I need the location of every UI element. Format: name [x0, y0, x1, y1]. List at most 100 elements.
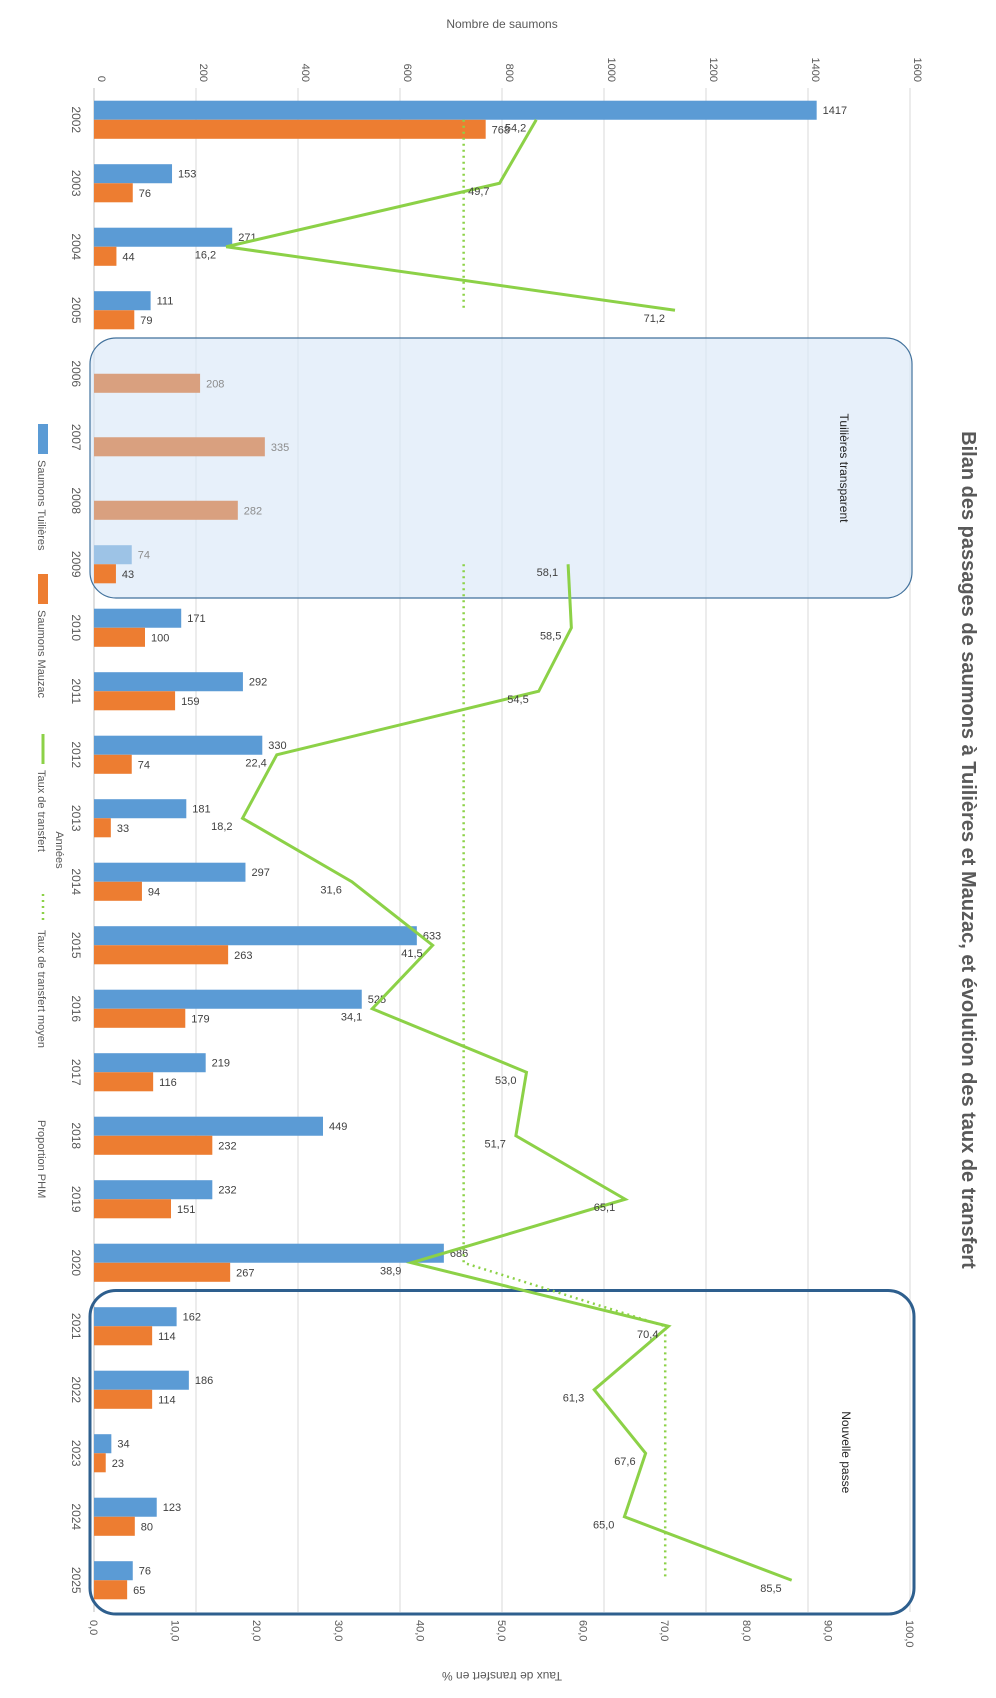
bar-tuilieres	[94, 863, 245, 882]
bar-tuilieres	[94, 799, 186, 818]
bar-mauzac	[94, 1263, 230, 1282]
category-label: 2024	[69, 1503, 83, 1530]
primary-tick-label: 1600	[911, 58, 923, 82]
bar-mauzac	[94, 564, 116, 583]
bar-tuilieres	[94, 1117, 323, 1136]
category-label: 2021	[69, 1313, 83, 1340]
data-label-mauzac: 282	[244, 505, 262, 517]
secondary-tick-label: 20,0	[250, 1620, 262, 1641]
category-label: 2004	[69, 233, 83, 260]
data-label-mauzac: 76	[139, 188, 151, 200]
primary-tick-label: 400	[299, 64, 311, 82]
bar-mauzac	[94, 120, 486, 139]
data-label-taux: 38,9	[380, 1266, 401, 1278]
category-label: 2017	[69, 1059, 83, 1086]
bar-mauzac	[94, 1199, 171, 1218]
category-label: 2011	[69, 678, 83, 704]
bar-mauzac	[94, 374, 200, 393]
category-label: 2005	[69, 297, 83, 324]
data-label-taux: 71,2	[644, 313, 665, 325]
data-label-taux: 58,1	[537, 567, 558, 579]
data-label-taux: 58,5	[540, 631, 561, 643]
data-label-mauzac: 79	[140, 315, 152, 327]
bar-tuilieres	[94, 736, 262, 755]
chart-title: Bilan des passages de saumons à Tuilière…	[957, 431, 979, 1269]
bar-tuilieres	[94, 609, 181, 628]
bar-mauzac	[94, 1390, 152, 1409]
data-label-taux: 65,0	[593, 1520, 614, 1532]
category-label: 2012	[69, 741, 83, 768]
secondary-tick-label: 10,0	[169, 1620, 181, 1641]
bar-tuilieres	[94, 291, 151, 310]
legend-swatch	[38, 574, 48, 604]
primary-tick-label: 600	[401, 64, 413, 82]
legend-label: Saumons Tuilières	[35, 460, 47, 551]
primary-tick-label: 200	[197, 64, 209, 82]
data-label-taux: 22,4	[245, 758, 266, 770]
bar-tuilieres	[94, 1053, 206, 1072]
data-label-mauzac: 159	[181, 696, 199, 708]
bar-mauzac	[94, 1136, 212, 1155]
category-label: 2010	[69, 614, 83, 641]
bar-tuilieres	[94, 672, 243, 691]
category-label: 2022	[69, 1376, 83, 1403]
legend-label: Proportion PHM	[35, 1120, 47, 1198]
bar-tuilieres	[94, 1180, 212, 1199]
legend-label: Saumons Mauzac	[35, 610, 47, 699]
data-label-taux: 67,6	[614, 1456, 635, 1468]
bar-mauzac	[94, 945, 228, 964]
bar-mauzac	[94, 1072, 153, 1091]
data-label-taux: 34,1	[341, 1012, 362, 1024]
data-label-taux: 49,7	[468, 186, 489, 198]
data-label-mauzac: 80	[141, 1521, 153, 1533]
secondary-tick-label: 100,0	[903, 1620, 915, 1648]
data-label-mauzac: 44	[122, 251, 134, 263]
data-label-tuilieres: 34	[117, 1439, 129, 1451]
data-label-mauzac: 114	[158, 1331, 176, 1343]
category-label: 2006	[69, 360, 83, 387]
data-label-tuilieres: 232	[218, 1185, 236, 1197]
bar-mauzac	[94, 1326, 152, 1345]
primary-tick-label: 1000	[605, 58, 617, 82]
data-label-mauzac: 114	[158, 1394, 176, 1406]
category-label: 2003	[69, 170, 83, 197]
data-label-mauzac: 232	[218, 1140, 236, 1152]
secondary-tick-label: 0,0	[87, 1620, 99, 1635]
category-label: 2025	[69, 1567, 83, 1594]
primary-tick-label: 1400	[809, 58, 821, 82]
secondary-tick-label: 60,0	[577, 1620, 589, 1641]
category-label: 2014	[69, 868, 83, 895]
bar-tuilieres	[94, 1244, 444, 1263]
annotation-box	[90, 338, 912, 598]
bar-tuilieres	[94, 1434, 111, 1453]
data-label-tuilieres: 297	[251, 867, 269, 879]
category-label: 2008	[69, 487, 83, 514]
bar-mauzac	[94, 691, 175, 710]
data-label-tuilieres: 292	[249, 677, 267, 689]
legend-swatch	[38, 424, 48, 454]
annotation-label: Tuilières transparent	[837, 414, 851, 524]
bar-mauzac	[94, 183, 133, 202]
data-label-taux: 41,5	[401, 948, 422, 960]
data-label-mauzac: 23	[112, 1458, 124, 1470]
secondary-tick-label: 40,0	[413, 1620, 425, 1641]
data-label-taux: 51,7	[484, 1139, 505, 1151]
bar-tuilieres	[94, 1307, 177, 1326]
data-label-mauzac: 267	[236, 1267, 254, 1279]
data-label-tuilieres: 449	[329, 1121, 347, 1133]
secondary-axis-title: Taux de transfert en %	[442, 1669, 562, 1683]
data-label-mauzac: 65	[133, 1585, 145, 1597]
bar-tuilieres	[94, 1498, 157, 1517]
data-label-taux: 18,2	[211, 821, 232, 833]
category-label: 2013	[69, 805, 83, 832]
category-label: 2016	[69, 995, 83, 1022]
data-label-taux: 31,6	[320, 885, 341, 897]
bar-mauzac	[94, 501, 238, 520]
data-label-tuilieres: 219	[212, 1058, 230, 1070]
category-label: 2015	[69, 932, 83, 959]
primary-tick-label: 800	[503, 64, 515, 82]
data-label-tuilieres: 181	[192, 804, 210, 816]
bar-mauzac	[94, 755, 132, 774]
primary-tick-label: 1200	[707, 58, 719, 82]
